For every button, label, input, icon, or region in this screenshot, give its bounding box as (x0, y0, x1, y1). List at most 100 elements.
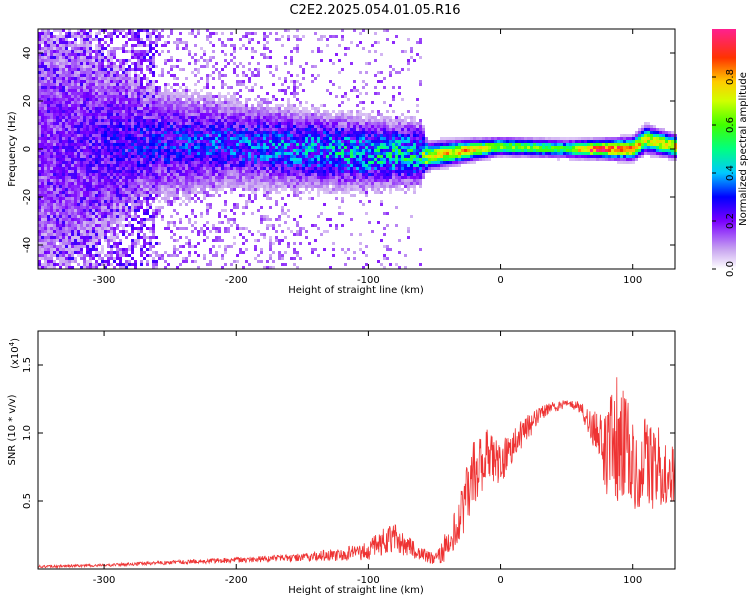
heatmap-cell (296, 50, 299, 53)
heatmap-cell (53, 47, 56, 50)
heatmap-cell (230, 209, 233, 212)
heatmap-cell (56, 71, 59, 74)
heatmap-cell (92, 86, 95, 89)
heatmap-cell (209, 155, 212, 158)
heatmap-cell (131, 56, 134, 59)
heatmap-cell (104, 77, 107, 80)
heatmap-cell (194, 194, 197, 197)
heatmap-cell (242, 122, 245, 125)
heatmap-cell (212, 77, 215, 80)
heatmap-cell (227, 128, 230, 131)
heatmap-cell (77, 176, 80, 179)
heatmap-cell (281, 35, 284, 38)
heatmap-cell (140, 182, 143, 185)
heatmap-cell (137, 170, 140, 173)
heatmap-cell (230, 125, 233, 128)
heatmap-cell (71, 92, 74, 95)
heatmap-cell (230, 164, 233, 167)
heatmap-cell (155, 41, 158, 44)
heatmap-cell (47, 74, 50, 77)
heatmap-cell (203, 125, 206, 128)
heatmap-cell (50, 149, 53, 152)
heatmap-cell (218, 116, 221, 119)
heatmap-cell (50, 95, 53, 98)
heatmap-cell (113, 173, 116, 176)
heatmap-cell (122, 203, 125, 206)
heatmap-cell (89, 125, 92, 128)
heatmap-cell (143, 188, 146, 191)
heatmap-cell (116, 179, 119, 182)
heatmap-cell (44, 242, 47, 245)
heatmap-cell (236, 185, 239, 188)
heatmap-cell (224, 119, 227, 122)
heatmap-cell (152, 53, 155, 56)
heatmap-cell (116, 98, 119, 101)
heatmap-cell (176, 161, 179, 164)
heatmap-cell (161, 170, 164, 173)
heatmap-cell (140, 167, 143, 170)
heatmap-cell (197, 101, 200, 104)
heatmap-cell (179, 179, 182, 182)
heatmap-cell (194, 221, 197, 224)
heatmap-cell (248, 116, 251, 119)
heatmap-cell (71, 143, 74, 146)
heatmap-cell (68, 110, 71, 113)
heatmap-cell (116, 86, 119, 89)
heatmap-cell (164, 227, 167, 230)
heatmap-cell (179, 152, 182, 155)
heatmap-cell (182, 143, 185, 146)
heatmap-cell (50, 50, 53, 53)
heatmap-cell (71, 245, 74, 248)
heatmap-cell (134, 137, 137, 140)
heatmap-cell (38, 140, 41, 143)
heatmap-cell (230, 188, 233, 191)
heatmap-cell (107, 95, 110, 98)
heatmap-cell (179, 137, 182, 140)
heatmap-cell (251, 149, 254, 152)
heatmap-cell (188, 218, 191, 221)
heatmap-cell (170, 191, 173, 194)
heatmap-cell (218, 143, 221, 146)
heatmap-cell (41, 191, 44, 194)
heatmap-cell (152, 128, 155, 131)
heatmap-cell (281, 131, 284, 134)
heatmap-cell (161, 98, 164, 101)
heatmap-cell (221, 83, 224, 86)
heatmap-cell (83, 224, 86, 227)
heatmap-cell (266, 188, 269, 191)
heatmap-cell (71, 182, 74, 185)
heatmap-cell (227, 104, 230, 107)
heatmap-cell (173, 170, 176, 173)
heatmap-cell (287, 176, 290, 179)
heatmap-cell (290, 119, 293, 122)
heatmap-cell (224, 158, 227, 161)
heatmap-cell (56, 56, 59, 59)
heatmap-cell (254, 197, 257, 200)
heatmap-cell (122, 173, 125, 176)
heatmap-cell (56, 68, 59, 71)
heatmap-cell (236, 104, 239, 107)
heatmap-cell (59, 95, 62, 98)
heatmap-cell (140, 140, 143, 143)
heatmap-cell (137, 233, 140, 236)
heatmap-cell (245, 182, 248, 185)
heatmap-cell (227, 131, 230, 134)
heatmap-cell (89, 89, 92, 92)
heatmap-cell (71, 188, 74, 191)
heatmap-cell (272, 131, 275, 134)
heatmap-cell (191, 191, 194, 194)
heatmap-cell (221, 221, 224, 224)
heatmap-cell (50, 221, 53, 224)
heatmap-cell (227, 230, 230, 233)
heatmap-cell (293, 233, 296, 236)
heatmap-cell (50, 122, 53, 125)
heatmap-cell (119, 65, 122, 68)
heatmap-cell (245, 146, 248, 149)
heatmap-cell (200, 107, 203, 110)
heatmap-cell (125, 191, 128, 194)
heatmap-cell (77, 239, 80, 242)
heatmap-cell (233, 113, 236, 116)
heatmap-cell (182, 167, 185, 170)
heatmap-cell (56, 77, 59, 80)
heatmap-cell (131, 47, 134, 50)
